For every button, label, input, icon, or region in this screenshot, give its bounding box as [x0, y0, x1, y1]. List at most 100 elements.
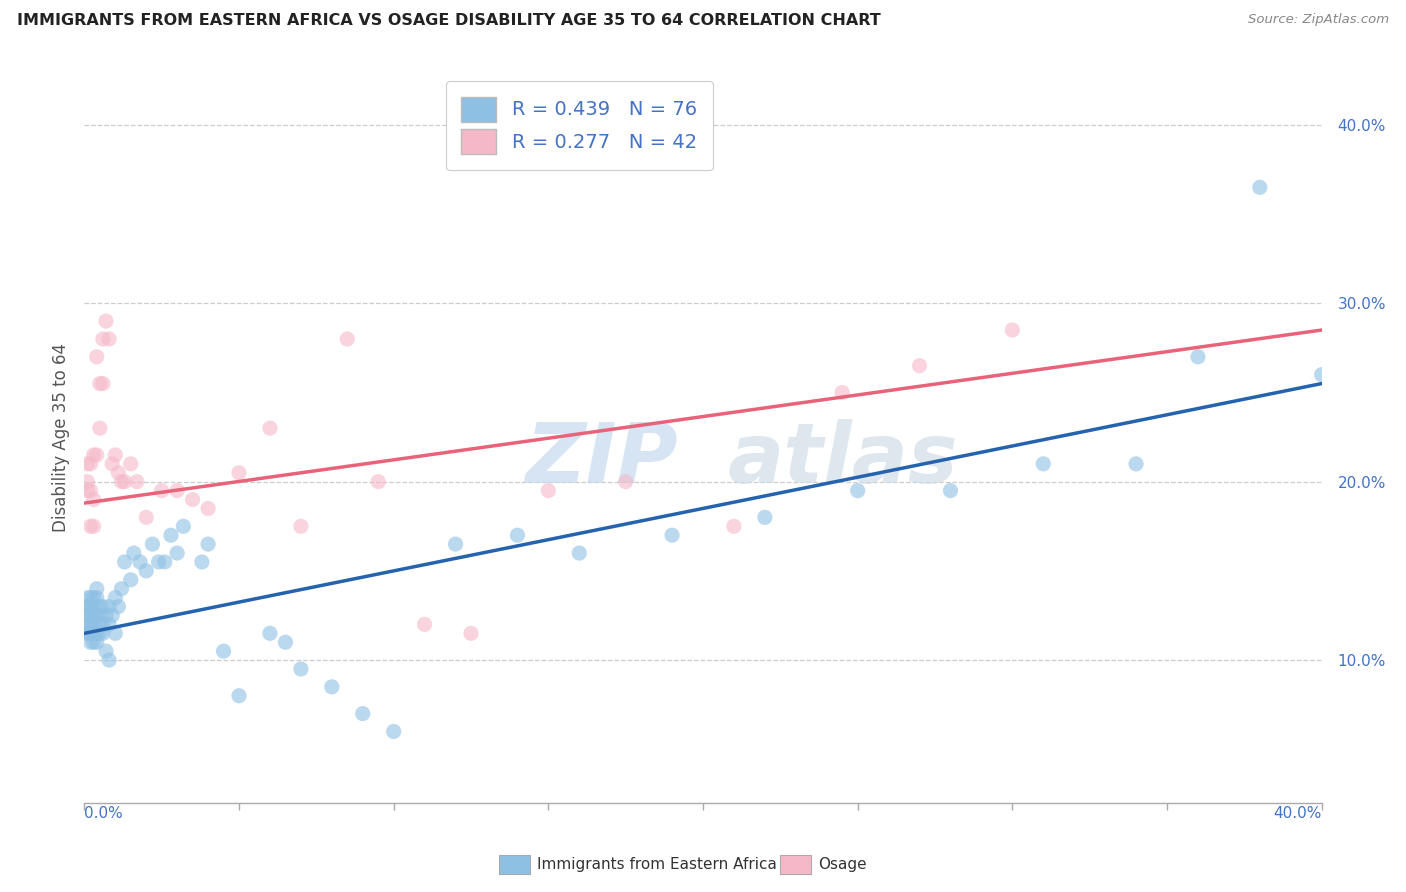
Point [274, 635, 297, 649]
Point [89, 608, 111, 623]
Point [1032, 457, 1054, 471]
Y-axis label: Disability Age 35 to 64: Disability Age 35 to 64 [52, 343, 70, 532]
Point [1249, 180, 1271, 194]
Point [76, 591, 98, 605]
Text: Source: ZipAtlas.com: Source: ZipAtlas.com [1249, 13, 1389, 27]
Point [413, 617, 436, 632]
Point [98, 617, 121, 632]
Point [150, 483, 173, 498]
Point [197, 537, 219, 551]
Point [537, 483, 560, 498]
Point [290, 662, 312, 676]
Point [91, 376, 114, 391]
Point [83, 448, 105, 462]
Point [94, 314, 117, 328]
Point [76, 457, 98, 471]
Point [122, 546, 145, 560]
Point [831, 385, 853, 400]
Point [367, 475, 389, 489]
Point [723, 519, 745, 533]
Point [321, 680, 343, 694]
Text: 40.0%: 40.0% [1274, 806, 1322, 822]
Point [846, 483, 869, 498]
Point [661, 528, 683, 542]
Point [94, 644, 117, 658]
Point [91, 617, 114, 632]
Point [290, 519, 312, 533]
Point [89, 599, 111, 614]
Point [191, 555, 214, 569]
Point [89, 626, 111, 640]
Point [506, 528, 529, 542]
Point [79, 608, 101, 623]
Point [104, 626, 127, 640]
Point [79, 617, 101, 632]
Point [120, 573, 142, 587]
Text: atlas: atlas [728, 418, 959, 500]
Point [160, 528, 183, 542]
Point [135, 510, 157, 524]
Point [172, 519, 194, 533]
Point [79, 483, 101, 498]
Point [1310, 368, 1333, 382]
Point [110, 475, 132, 489]
Point [86, 350, 108, 364]
Point [76, 599, 98, 614]
Point [129, 555, 152, 569]
Point [91, 599, 114, 614]
Point [79, 626, 101, 640]
Point [754, 510, 776, 524]
Point [908, 359, 931, 373]
Point [107, 466, 129, 480]
Point [181, 492, 204, 507]
Point [76, 617, 98, 632]
Point [1001, 323, 1024, 337]
Point [259, 626, 281, 640]
Point [86, 626, 108, 640]
Point [98, 332, 121, 346]
Point [79, 519, 101, 533]
Point [352, 706, 374, 721]
Point [83, 635, 105, 649]
Point [104, 591, 127, 605]
Point [91, 332, 114, 346]
Legend: R = 0.439   N = 76, R = 0.277   N = 42: R = 0.439 N = 76, R = 0.277 N = 42 [446, 81, 713, 170]
Point [83, 519, 105, 533]
Point [76, 626, 98, 640]
Point [197, 501, 219, 516]
Point [1125, 457, 1147, 471]
Point [153, 555, 176, 569]
Point [228, 689, 250, 703]
Point [98, 599, 121, 614]
Point [336, 332, 359, 346]
Point [101, 457, 124, 471]
Point [382, 724, 405, 739]
Text: Immigrants from Eastern Africa: Immigrants from Eastern Africa [537, 857, 778, 871]
Point [83, 599, 105, 614]
Point [259, 421, 281, 435]
Point [76, 608, 98, 623]
Point [614, 475, 637, 489]
Text: Osage: Osage [818, 857, 868, 871]
Point [76, 599, 98, 614]
Point [166, 546, 188, 560]
Point [98, 653, 121, 667]
Point [120, 457, 142, 471]
Point [79, 635, 101, 649]
Point [104, 448, 127, 462]
Point [101, 608, 124, 623]
Point [89, 617, 111, 632]
Point [86, 582, 108, 596]
Point [166, 483, 188, 498]
Point [79, 617, 101, 632]
Point [91, 626, 114, 640]
Point [141, 537, 163, 551]
Point [89, 421, 111, 435]
Point [79, 591, 101, 605]
Text: IMMIGRANTS FROM EASTERN AFRICA VS OSAGE DISABILITY AGE 35 TO 64 CORRELATION CHAR: IMMIGRANTS FROM EASTERN AFRICA VS OSAGE … [17, 13, 880, 29]
Text: ZIP: ZIP [526, 418, 678, 500]
Point [76, 475, 98, 489]
Point [939, 483, 962, 498]
Point [83, 492, 105, 507]
Point [86, 635, 108, 649]
